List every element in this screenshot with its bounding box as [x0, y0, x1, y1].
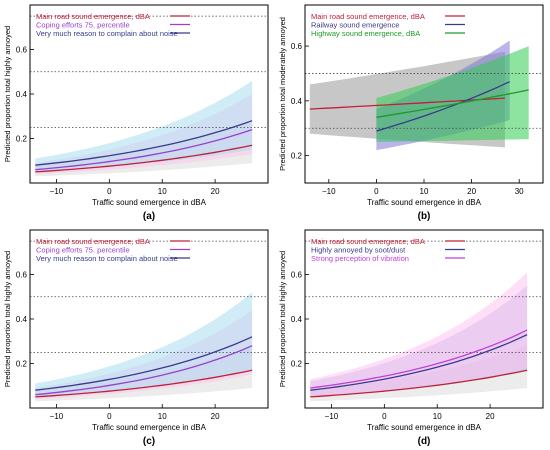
- confidence-band-3: [35, 292, 253, 397]
- y-tick-label: 0.6: [16, 271, 28, 280]
- series-line-1: [35, 369, 253, 398]
- panel-label: (d): [418, 436, 431, 447]
- legend-label-1: Main road sound emergence, dBA: [36, 237, 150, 246]
- x-tick-label: −10: [325, 412, 339, 421]
- panel-label: (c): [143, 436, 155, 447]
- x-axis-label: Traffic sound emergence in dBA: [92, 198, 207, 207]
- legend-label-2: Coping efforts 75. percentile: [36, 21, 130, 30]
- x-tick-label: 0: [107, 412, 112, 421]
- y-tick-label: 0.2: [16, 360, 28, 369]
- series-line-1: [309, 97, 505, 110]
- y-tick-label: 0.4: [16, 315, 28, 324]
- y-tick-label: 0.2: [291, 360, 303, 369]
- x-tick-label: 10: [158, 412, 167, 421]
- x-tick-label: −10: [50, 412, 64, 421]
- x-axis-label: Traffic sound emergence in dBA: [367, 198, 482, 207]
- x-tick-label: 10: [420, 187, 429, 196]
- confidence-band-3: [35, 80, 253, 172]
- y-axis-label: Predicted proportion total highly annoye…: [3, 26, 12, 162]
- y-axis-label: Predicted proportion total moderately an…: [278, 17, 287, 171]
- panel-label: (b): [418, 211, 431, 222]
- y-axis-label: Predicted proportion total highly annoye…: [3, 251, 12, 387]
- series-line-2: [35, 128, 253, 171]
- y-tick-label: 0.4: [291, 315, 303, 324]
- legend-label-3: Highway sound emergence, dBA: [311, 29, 420, 38]
- y-axis-label: Predicted proportion total highly annoye…: [278, 251, 287, 387]
- chart-panel-1: −10 0 10 20 0.2 0.4 0.6 Traffic sound emergence…: [3, 4, 269, 222]
- legend-label-1: Main road sound emergence, dBA: [311, 12, 425, 21]
- y-tick-label: 0.2: [291, 152, 303, 161]
- series-line-3: [310, 329, 528, 389]
- x-tick-label: 0: [107, 187, 112, 196]
- x-tick-label: −10: [322, 187, 336, 196]
- y-tick-label: 0.6: [291, 42, 303, 51]
- panel-label: (a): [143, 211, 155, 222]
- confidence-band-3: [310, 272, 528, 397]
- x-tick-label: 10: [158, 187, 167, 196]
- x-tick-label: 10: [433, 412, 442, 421]
- series-line-2: [35, 345, 253, 396]
- series-line-2: [376, 81, 510, 132]
- chart-panel-2: −10 0 10 20 30 0.2 0.4 0.6 Traffic sound emergen…: [278, 4, 544, 222]
- legend-label-1: Main road sound emergence, dBA: [36, 12, 150, 21]
- x-tick-label: 0: [374, 187, 379, 196]
- series-line-3: [35, 336, 253, 391]
- chart-panel-4: −10 0 10 20 0.2 0.4 0.6 Traffic sound emergence…: [278, 229, 544, 447]
- y-tick-label: 0.6: [291, 271, 303, 280]
- confidence-band-3: [376, 46, 529, 142]
- x-tick-label: 20: [211, 187, 220, 196]
- y-tick-label: 0.2: [16, 135, 28, 144]
- series-line-1: [35, 144, 253, 173]
- x-tick-label: 20: [211, 412, 220, 421]
- series-line-2: [310, 334, 528, 391]
- x-axis-label: Traffic sound emergence in dBA: [367, 423, 482, 432]
- x-tick-label: −10: [50, 187, 64, 196]
- x-tick-label: 0: [382, 412, 387, 421]
- x-axis-label: Traffic sound emergence in dBA: [92, 423, 207, 432]
- legend-label-3: Very much reason to complain about noise: [36, 29, 178, 38]
- x-tick-label: 20: [467, 187, 476, 196]
- chart-panel-3: −10 0 10 20 0.2 0.4 0.6 Traffic sound emergence…: [3, 229, 269, 447]
- y-tick-label: 0.6: [16, 46, 28, 55]
- legend-label-3: Very much reason to complain about noise: [36, 254, 178, 263]
- legend-label-1: Main road sound emergence, dBA: [311, 237, 425, 246]
- series-line-3: [376, 89, 529, 118]
- legend-label-2: Coping efforts 75. percentile: [36, 246, 130, 255]
- legend-label-2: Railway sound emergence: [311, 21, 399, 30]
- x-tick-label: 20: [486, 412, 495, 421]
- legend-label-2: Highly annoyed by soot/dust: [311, 246, 406, 255]
- legend-label-3: Strong perception of vibration: [311, 254, 409, 263]
- series-line-3: [35, 120, 253, 166]
- x-tick-label: 30: [515, 187, 524, 196]
- series-line-1: [310, 369, 528, 398]
- y-tick-label: 0.4: [291, 97, 303, 106]
- y-tick-label: 0.4: [16, 90, 28, 99]
